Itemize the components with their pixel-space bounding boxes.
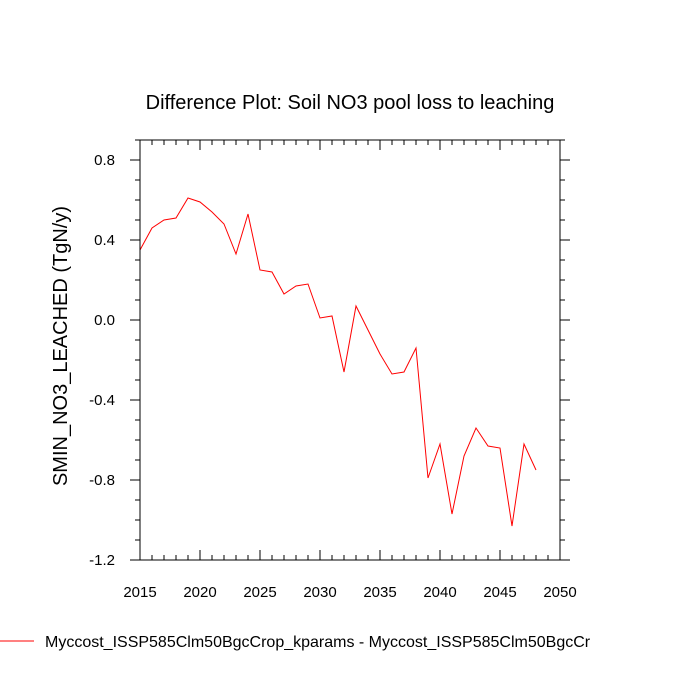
legend: Myccost_ISSP585Clm50BgcCrop_kparams - My… — [0, 634, 591, 651]
x-tick-label: 2015 — [123, 584, 156, 601]
x-tick-label: 2050 — [543, 584, 576, 601]
y-tick-label: 0.4 — [94, 232, 115, 249]
x-tick-label: 2030 — [303, 584, 336, 601]
plot-frame — [139, 139, 561, 561]
x-axis-ticks: 2015 2020 2025 2030 2035 2040 2045 2050 — [123, 140, 577, 601]
y-tick-label: -0.8 — [89, 472, 115, 489]
y-tick-label: -1.2 — [89, 552, 115, 569]
y-tick-label: 0.8 — [94, 152, 115, 169]
legend-label: Myccost_ISSP585Clm50BgcCrop_kparams - My… — [45, 634, 591, 651]
x-tick-label: 2020 — [183, 584, 216, 601]
y-axis-ticks: 0.8 0.4 0.0 -0.4 -0.8 -1.2 — [89, 139, 570, 569]
x-tick-label: 2045 — [483, 584, 516, 601]
x-tick-label: 2025 — [243, 584, 276, 601]
x-tick-label: 2040 — [423, 584, 456, 601]
y-tick-label: -0.4 — [89, 392, 115, 409]
series-line — [139, 197, 537, 527]
y-axis-label: SMIN_NO3_LEACHED (TgN/y) — [50, 206, 72, 486]
plot-area — [139, 197, 537, 527]
x-tick-label: 2035 — [363, 584, 396, 601]
chart-title: Difference Plot: Soil NO3 pool loss to l… — [146, 92, 555, 114]
y-tick-label: 0.0 — [94, 312, 115, 329]
